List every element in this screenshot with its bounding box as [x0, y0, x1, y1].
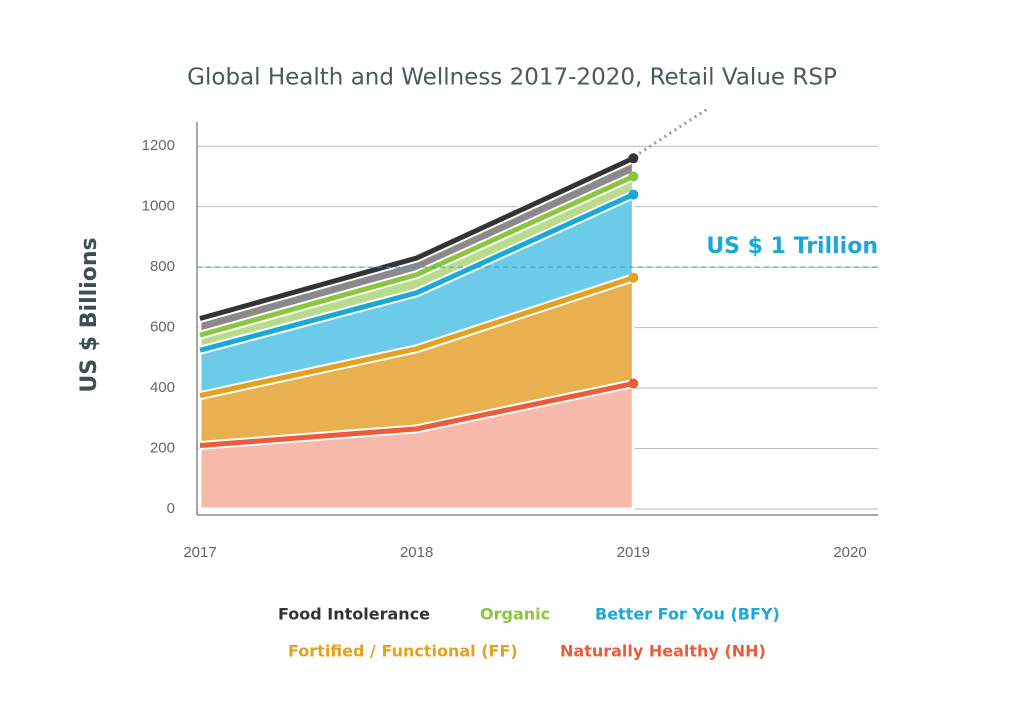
end-dot	[628, 272, 639, 283]
line	[199, 192, 635, 353]
y-tick-label: 200	[150, 440, 175, 457]
y-tick-label: 800	[150, 258, 175, 275]
end-dot	[628, 171, 639, 182]
projection	[638, 107, 710, 155]
legend-entry: Naturally Healthy (NH)	[560, 642, 766, 661]
line	[199, 381, 634, 449]
end-dot	[628, 378, 639, 389]
legend-entry: Better For You (BFY)	[595, 605, 780, 624]
line	[199, 156, 635, 321]
legend-entry: Food Intolerance	[278, 605, 430, 624]
x-tick-label: 2020	[833, 544, 866, 561]
end-dot	[628, 189, 639, 200]
legend-entry: Organic	[480, 605, 550, 624]
y-tick-label: 1000	[142, 198, 175, 215]
x-tick-label: 2017	[183, 544, 216, 561]
y-axis-label: US $ Billions	[77, 237, 102, 392]
chart-title: Global Health and Wellness 2017-2020, Re…	[187, 65, 837, 91]
legend-entry: Fortified / Functional (FF)	[288, 642, 518, 661]
x-tick-label: 2018	[400, 544, 433, 561]
line	[199, 275, 635, 399]
y-tick-label: 1200	[142, 137, 175, 154]
line	[199, 174, 635, 338]
y-tick-label: 0	[167, 500, 175, 517]
y-tick-label: 600	[150, 319, 175, 336]
y-tick-label: 400	[150, 379, 175, 396]
x-tick-label: 2019	[617, 544, 650, 561]
end-dot	[628, 153, 639, 164]
annotation: US $ 1 Trillion	[706, 234, 878, 259]
